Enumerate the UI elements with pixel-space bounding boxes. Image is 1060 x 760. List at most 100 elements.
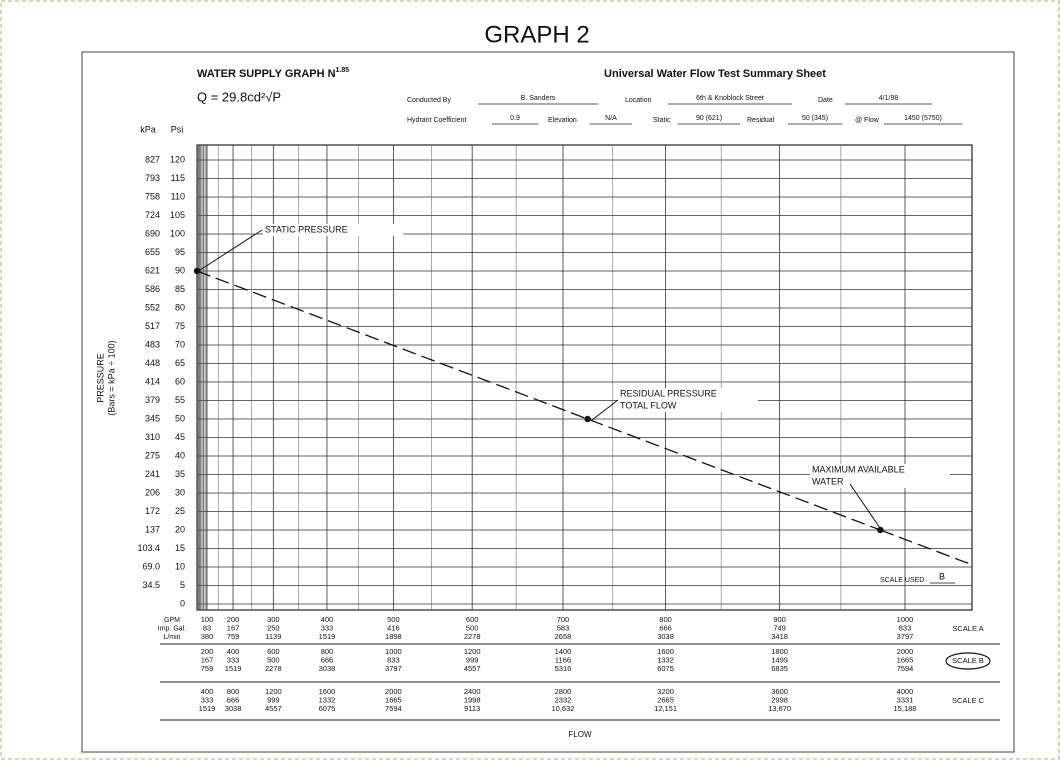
- flow-value: 1000: [385, 647, 402, 656]
- row-header: L/min: [163, 634, 180, 641]
- flow-value: 1600: [319, 687, 336, 696]
- psi-header: Psi: [171, 124, 184, 134]
- sheet-border: [81, 51, 1015, 753]
- flow-value: 800: [227, 687, 240, 696]
- flow-value: 800: [659, 615, 672, 624]
- flow-value: 3038: [225, 704, 242, 713]
- flow-value: 1139: [265, 632, 281, 641]
- flow-value: 600: [267, 647, 280, 656]
- flow-value: 2278: [265, 664, 282, 673]
- flow-value: 6075: [657, 664, 674, 673]
- flow-value: 759: [201, 664, 214, 673]
- flow-value: 7594: [897, 664, 914, 673]
- field-value: N/A: [605, 115, 617, 122]
- flow-value: 250: [267, 623, 280, 632]
- psi-tick-label: 70: [175, 339, 185, 349]
- kpa-tick-label: 448: [145, 358, 160, 368]
- formula: Q = 29.8cd²√P: [197, 89, 281, 104]
- scale-label: SCALE B: [952, 656, 984, 665]
- flow-value: 2000: [385, 687, 402, 696]
- annotation-bg: [810, 464, 950, 488]
- kpa-tick-label: 414: [145, 376, 160, 386]
- flow-value: 999: [466, 655, 479, 664]
- kpa-tick-label: 586: [145, 284, 160, 294]
- kpa-tick-label: 137: [145, 524, 160, 534]
- flow-value: 2332: [555, 695, 572, 704]
- field-value: 50 (345): [802, 115, 828, 122]
- left-title-exponent: 1.85: [336, 67, 350, 74]
- flow-value: 1998: [464, 695, 481, 704]
- kpa-tick-label: 552: [145, 302, 160, 312]
- flow-value: 1166: [555, 655, 571, 664]
- psi-tick-label: 20: [175, 524, 185, 534]
- scale-circle: [945, 652, 991, 670]
- flow-value: 3038: [657, 632, 674, 641]
- kpa-tick-label: 310: [145, 432, 160, 442]
- psi-tick-label: 80: [175, 302, 185, 312]
- flow-value: 2800: [555, 687, 572, 696]
- flow-value: 2665: [657, 695, 674, 704]
- annotation-leader: [591, 399, 619, 421]
- flow-value: 1000: [897, 615, 914, 624]
- psi-tick-label: 55: [175, 395, 185, 405]
- kpa-tick-label: 621: [145, 265, 160, 275]
- flow-value: 3600: [771, 687, 788, 696]
- field-value: 90 (621): [696, 115, 722, 122]
- flow-value: 100: [201, 615, 214, 624]
- flow-value: 3797: [897, 632, 914, 641]
- flow-value: 1519: [319, 632, 336, 641]
- flow-value: 666: [321, 655, 334, 664]
- flow-value: 1519: [199, 704, 216, 713]
- psi-tick-label: 0: [180, 598, 185, 608]
- row-header: Imp. Gal.: [158, 625, 186, 632]
- flow-value: 500: [267, 655, 280, 664]
- right-title: Universal Water Flow Test Summary Sheet: [604, 68, 826, 80]
- flow-value: 2278: [464, 632, 481, 641]
- psi-tick-label: 110: [171, 191, 185, 201]
- flow-value: 1898: [385, 632, 402, 641]
- left-title-text: WATER SUPPLY GRAPH N: [197, 68, 336, 80]
- annotation: TOTAL FLOW: [620, 400, 677, 410]
- flow-value: 700: [557, 615, 570, 624]
- field-label: Date: [818, 97, 833, 104]
- flow-value: 333: [201, 695, 214, 704]
- flow-curve: [196, 270, 881, 531]
- field-value: 0.9: [510, 115, 520, 122]
- psi-tick-label: 60: [175, 376, 185, 386]
- psi-tick-label: 40: [175, 450, 185, 460]
- psi-tick-label: 105: [170, 210, 185, 220]
- flow-value: 749: [773, 623, 786, 632]
- psi-tick-label: 95: [175, 247, 185, 257]
- flow-value: 400: [227, 647, 240, 656]
- flow-value: 167: [201, 655, 214, 664]
- kpa-tick-label: 34.5: [142, 580, 160, 590]
- flow-value: 1332: [657, 655, 674, 664]
- flow-value: 2658: [555, 632, 572, 641]
- kpa-header: kPa: [140, 124, 156, 134]
- flow-value: 500: [466, 623, 479, 632]
- kpa-tick-label: 758: [145, 191, 160, 201]
- psi-tick-label: 115: [171, 173, 185, 183]
- x-axis-label: FLOW: [568, 730, 592, 739]
- flow-value: 999: [267, 695, 280, 704]
- psi-tick-label: 75: [175, 321, 185, 331]
- kpa-tick-label: 827: [145, 154, 160, 164]
- field-value: B. Sanders: [521, 95, 556, 102]
- flow-value: 1400: [555, 647, 572, 656]
- annotation-leader: [849, 483, 883, 532]
- field-label: Residual: [747, 117, 775, 124]
- kpa-tick-label: 345: [145, 413, 160, 423]
- psi-tick-label: 30: [175, 487, 185, 497]
- kpa-tick-label: 793: [145, 173, 160, 183]
- field-value: 6th & Knoblock Street: [696, 95, 764, 102]
- flow-value: 666: [659, 623, 672, 632]
- psi-tick-label: 120: [170, 154, 185, 164]
- flow-value: 167: [227, 623, 240, 632]
- flow-value: 583: [557, 623, 570, 632]
- psi-tick-label: 15: [175, 543, 185, 553]
- psi-tick-label: 10: [175, 561, 185, 571]
- field-value: 1450 (5750): [904, 115, 942, 122]
